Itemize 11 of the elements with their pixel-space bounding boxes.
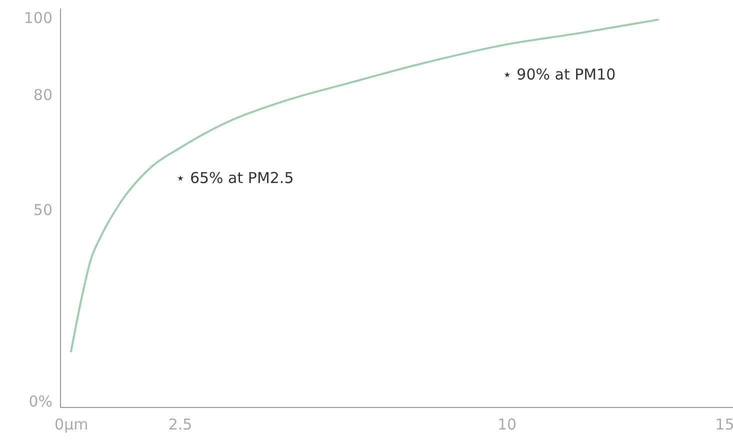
y-tick-label: 100	[24, 9, 52, 28]
annotation: ⋆ 65% at PM2.5	[176, 169, 294, 188]
y-tick-label: 80	[33, 86, 52, 104]
x-tick-label: 0µm	[54, 416, 88, 434]
annotation: ⋆ 90% at PM10	[502, 65, 616, 84]
y-tick-label: 50	[33, 200, 52, 219]
x-tick-label: 10	[497, 416, 517, 434]
x-tick-label: 15	[715, 416, 733, 434]
x-tick-label: 2.5	[168, 416, 192, 434]
line-series	[70, 18, 660, 354]
y-tick-label: 0%	[28, 392, 52, 411]
